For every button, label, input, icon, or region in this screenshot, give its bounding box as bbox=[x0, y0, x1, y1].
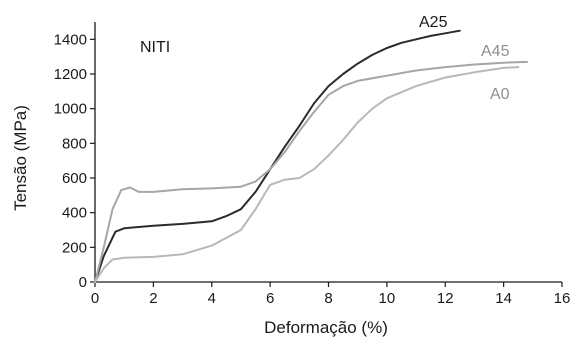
series-label-a45: A45 bbox=[481, 43, 510, 60]
x-tick-label: 10 bbox=[379, 290, 396, 307]
y-tick-label: 200 bbox=[62, 239, 87, 256]
series-line-a0 bbox=[94, 66, 520, 283]
series-label-a25: A25 bbox=[419, 14, 448, 31]
x-tick-label: 16 bbox=[554, 290, 571, 307]
annotation-niti: NITI bbox=[140, 39, 170, 56]
axes: 0 2 4 6 8 10 12 14 16 0 200 400 600 800 1000 1200 1400 bbox=[54, 22, 571, 307]
series-layer bbox=[94, 29, 528, 283]
x-axis-title: Deformação (%) bbox=[264, 318, 388, 337]
x-tick-label: 8 bbox=[324, 290, 332, 307]
y-tick-label: 1000 bbox=[54, 101, 87, 118]
x-tick-label: 0 bbox=[91, 290, 99, 307]
y-axis-title: Tensão (MPa) bbox=[11, 105, 30, 211]
x-tick-label: 14 bbox=[495, 290, 512, 307]
x-tick-label: 12 bbox=[437, 290, 454, 307]
y-tick-label: 800 bbox=[62, 135, 87, 152]
x-tick-label: 2 bbox=[149, 290, 157, 307]
series-line-a25 bbox=[94, 29, 461, 283]
y-tick-label: 1200 bbox=[54, 66, 87, 83]
y-tick-label: 1400 bbox=[54, 31, 87, 48]
series-label-a0: A0 bbox=[490, 86, 510, 103]
y-tick-label: 400 bbox=[62, 205, 87, 222]
x-tick-label: 6 bbox=[266, 290, 274, 307]
x-tick-label: 4 bbox=[208, 290, 216, 307]
series-line-a45 bbox=[94, 60, 528, 283]
series-labels: A25 A45 A0 bbox=[419, 14, 510, 103]
y-tick-label: 0 bbox=[79, 274, 87, 291]
y-tick-label: 600 bbox=[62, 170, 87, 187]
